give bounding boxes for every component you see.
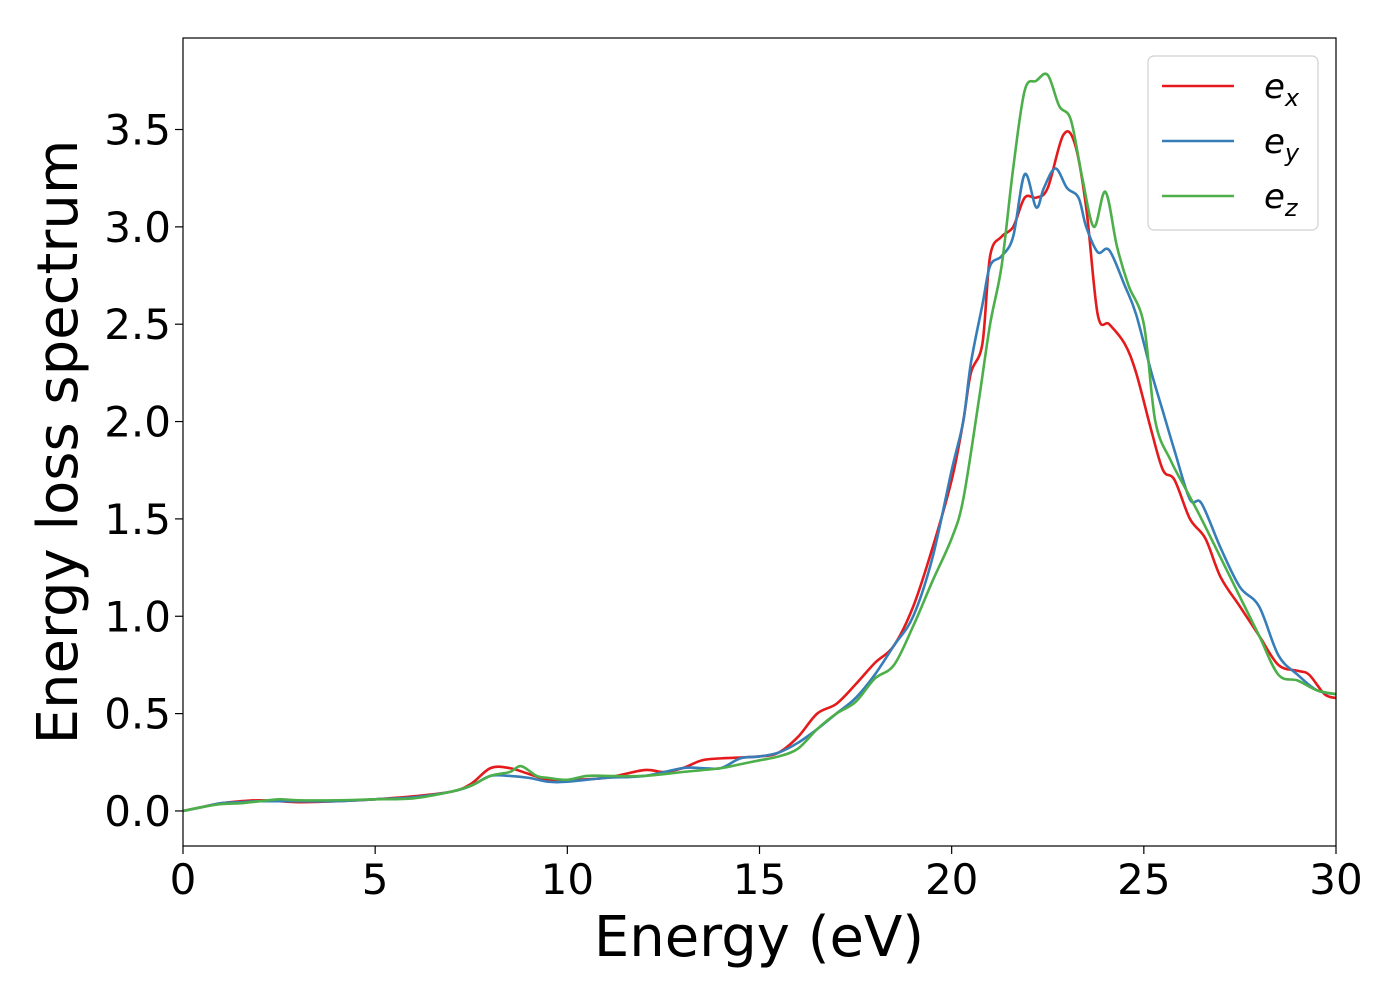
y-tick-label: 1.5 bbox=[104, 495, 171, 544]
y-tick-label: 1.0 bbox=[104, 592, 171, 641]
legend-label-z: ez bbox=[1264, 177, 1299, 222]
series-layer bbox=[183, 72, 1336, 813]
x-tick-label: 10 bbox=[541, 855, 594, 904]
legend: ex ey ez bbox=[1147, 55, 1319, 231]
x-axis-ticks: 0 5 10 15 20 25 30 bbox=[170, 846, 1363, 904]
y-tick-label: 3.5 bbox=[104, 106, 171, 155]
x-axis-label: Energy (eV) bbox=[594, 905, 924, 970]
legend-label-y: ey bbox=[1264, 122, 1300, 167]
x-tick-label: 15 bbox=[733, 855, 786, 904]
x-tick-label: 30 bbox=[1309, 855, 1362, 904]
y-tick-label: 3.0 bbox=[104, 203, 171, 252]
legend-box bbox=[1147, 55, 1319, 231]
x-tick-label: 0 bbox=[170, 855, 197, 904]
x-tick-label: 5 bbox=[362, 855, 389, 904]
y-axis-ticks: 0.0 0.5 1.0 1.5 2.0 2.5 3.0 3.5 bbox=[104, 106, 183, 836]
series-line-z bbox=[183, 72, 1336, 813]
y-tick-label: 0.0 bbox=[104, 787, 171, 836]
y-axis-label: Energy loss spectrum bbox=[26, 140, 91, 745]
y-tick-label: 0.5 bbox=[104, 690, 171, 739]
legend-label-x: ex bbox=[1264, 67, 1300, 112]
y-tick-label: 2.0 bbox=[104, 398, 171, 447]
x-tick-label: 20 bbox=[925, 855, 978, 904]
x-tick-label: 25 bbox=[1117, 855, 1170, 904]
y-tick-label: 2.5 bbox=[104, 300, 171, 349]
